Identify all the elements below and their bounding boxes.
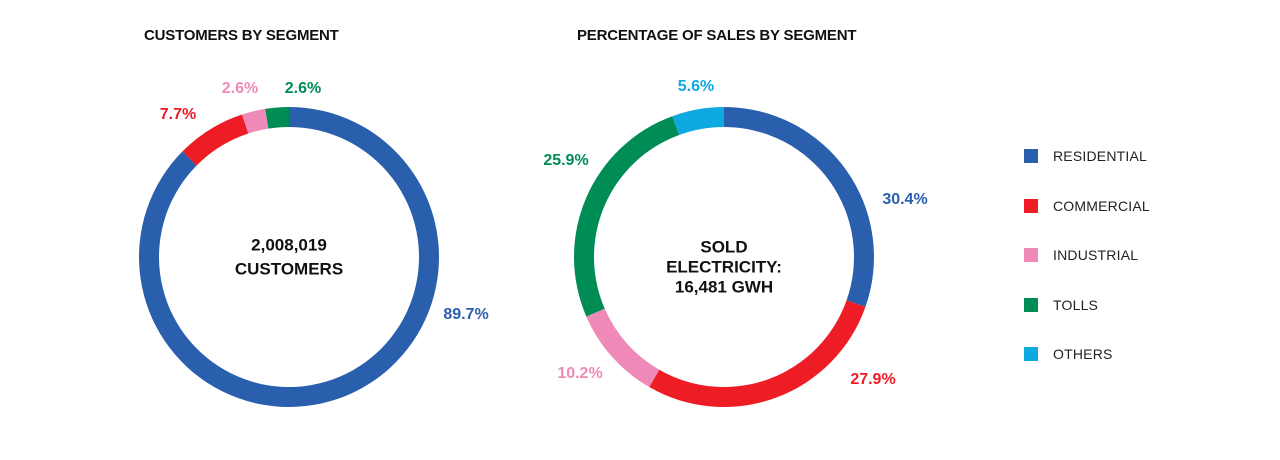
donut-0-slice-industrial: [242, 108, 269, 134]
legend-item-residential: RESIDENTIAL: [1024, 146, 1150, 166]
donut-1-center-text-1: ELECTRICITY:: [666, 257, 782, 276]
donut-1-label-others: 5.6%: [678, 78, 714, 95]
legend-item-tolls: TOLLS: [1024, 295, 1150, 315]
customers-chart-title: CUSTOMERS BY SEGMENT: [144, 27, 339, 44]
donut-0-label-commercial: 7.7%: [160, 106, 196, 123]
legend-item-commercial: COMMERCIAL: [1024, 196, 1150, 216]
donut-1-label-commercial: 27.9%: [850, 371, 895, 388]
donut-1-label-tolls: 25.9%: [543, 152, 588, 169]
donut-0-label-residential: 89.7%: [443, 306, 488, 323]
donut-1-center-text-2: 16,481 GWH: [675, 277, 773, 296]
customers-donut-chart: 89.7% 7.7% 2.6% 2.6% 2,008,019 CUSTOMERS: [139, 80, 489, 407]
donut-0-center-text-0: 2,008,019: [251, 235, 327, 254]
donut-0-slice-commercial: [182, 114, 249, 166]
donut-1-center-text-0: SOLD: [700, 237, 747, 256]
legend-item-industrial: INDUSTRIAL: [1024, 245, 1150, 265]
donut-1-label-residential: 30.4%: [882, 191, 927, 208]
sales-chart-title: PERCENTAGE OF SALES BY SEGMENT: [577, 27, 857, 44]
donut-1-slice-others: [672, 107, 724, 135]
donut-0-label-industrial: 2.6%: [222, 80, 258, 97]
donut-1-slice-commercial: [649, 300, 866, 407]
legend-label-tolls: TOLLS: [1053, 296, 1099, 313]
donut-1-slice-residential: [724, 107, 875, 307]
donut-0-label-tolls: 2.6%: [285, 80, 321, 97]
legend-label-industrial: INDUSTRIAL: [1053, 247, 1139, 263]
donut-1-label-industrial: 10.2%: [557, 365, 602, 382]
legend-swatch-others: [1024, 347, 1038, 361]
donut-0-slice-tolls: [265, 107, 289, 129]
legend-label-residential: RESIDENTIAL: [1053, 148, 1147, 164]
legend-swatch-commercial: [1024, 198, 1038, 213]
legend-swatch-tolls: [1024, 297, 1038, 312]
legend-item-others: OTHERS: [1024, 344, 1150, 364]
sales-donut-chart: 30.4% 27.9% 10.2% 25.9% 5.6% SOLDELECTRICITY:…: [543, 78, 928, 407]
segment-legend: RESIDENTIAL COMMERCIAL INDUSTRIAL TOLLS …: [1024, 146, 1150, 394]
donut-1-slice-industrial: [586, 308, 660, 388]
donut-0-center-text-1: CUSTOMERS: [235, 259, 343, 278]
legend-swatch-residential: [1024, 149, 1038, 163]
legend-label-commercial: COMMERCIAL: [1053, 197, 1150, 214]
legend-swatch-industrial: [1024, 248, 1038, 262]
donut-1-slice-tolls: [573, 116, 680, 317]
legend-label-others: OTHERS: [1053, 346, 1113, 362]
